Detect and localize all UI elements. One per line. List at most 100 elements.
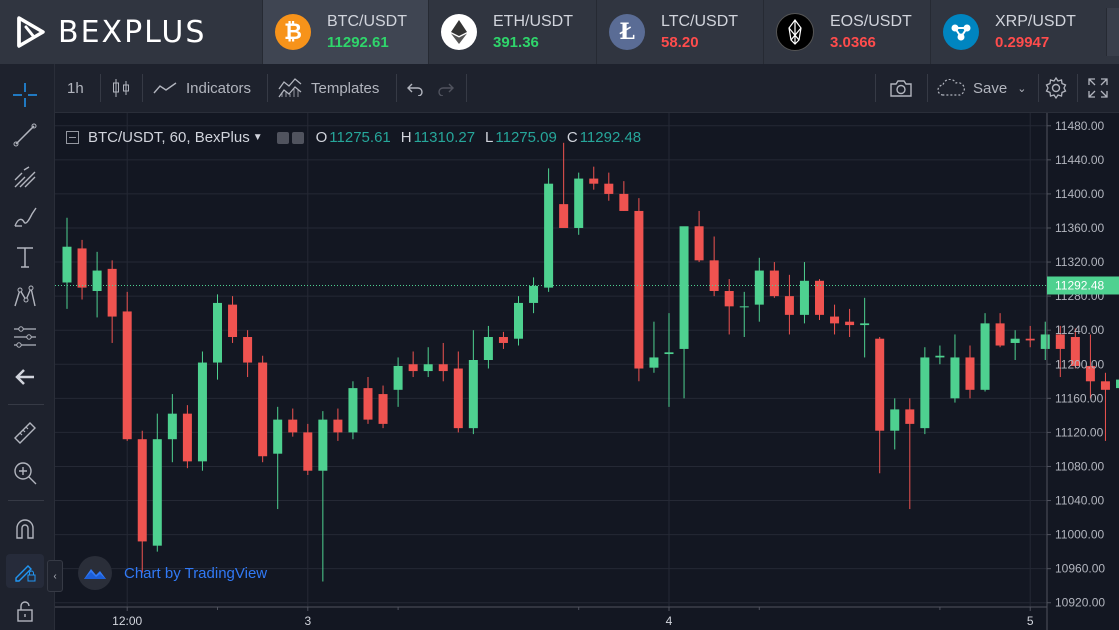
lock-drawings-icon[interactable]: [6, 554, 44, 588]
indicators-button[interactable]: Indicators: [153, 64, 251, 112]
brush-icon[interactable]: [10, 202, 40, 232]
chart-type-button[interactable]: [111, 64, 131, 112]
legend-settings-icons[interactable]: [276, 131, 304, 144]
crosshair-icon[interactable]: [10, 80, 40, 110]
candle: [483, 325, 493, 369]
legend-title[interactable]: BTC/USDT, 60, BexPlus: [88, 129, 250, 146]
divider: [875, 74, 876, 102]
eye-icon[interactable]: [276, 131, 289, 144]
ticker-ltc-usdt[interactable]: Ł LTC/USDT 58.20: [597, 0, 762, 64]
tradingview-label[interactable]: Chart by TradingView: [124, 564, 268, 582]
ticker-eos-usdt[interactable]: EOS/USDT 3.0366: [764, 0, 929, 64]
divider: [396, 74, 397, 102]
candle: [197, 351, 207, 471]
candle-body: [468, 360, 478, 429]
collapse-toolbar-button[interactable]: ‹: [47, 560, 63, 592]
candles-icon: [113, 79, 129, 97]
candle: [122, 291, 132, 441]
candle: [273, 406, 283, 510]
redo-button[interactable]: [436, 64, 456, 112]
settings-button[interactable]: [1044, 64, 1068, 112]
candle-body: [739, 306, 749, 308]
tradingview-attribution[interactable]: Chart by TradingView: [78, 556, 267, 590]
magnet-icon[interactable]: [10, 514, 40, 544]
ticker-btc-usdt[interactable]: ₿ BTC/USDT 11292.61: [263, 0, 428, 64]
interval-button[interactable]: 1h: [67, 64, 84, 112]
candle: [604, 172, 614, 201]
chart-area[interactable]: 11480.00 11440.00 11400.00 11360.00 11320.00…: [55, 113, 1119, 630]
fullscreen-icon: [1088, 78, 1108, 98]
unlock-icon[interactable]: [10, 596, 40, 626]
ruler-icon[interactable]: [10, 418, 40, 448]
candle: [589, 166, 599, 190]
legend-high-value: 11310.27: [413, 129, 476, 146]
candle: [769, 262, 779, 298]
back-arrow-icon[interactable]: [10, 362, 40, 392]
candle: [182, 405, 192, 469]
candle-body: [995, 323, 1005, 346]
candle: [980, 313, 990, 392]
candle: [333, 408, 343, 441]
zoom-in-icon[interactable]: [10, 458, 40, 488]
save-button[interactable]: Save ⌄: [936, 64, 1026, 112]
legend-close-label: C: [566, 129, 578, 146]
ticker-scroll-arrow[interactable]: [1106, 8, 1119, 56]
prediction-icon[interactable]: [10, 322, 40, 352]
undo-button[interactable]: [405, 64, 425, 112]
text-tool-icon[interactable]: [10, 242, 40, 272]
ticker-xrp-usdt[interactable]: XRP/USDT 0.29947: [931, 0, 1101, 64]
collapse-legend-icon[interactable]: [66, 131, 79, 144]
candle-body: [634, 210, 644, 369]
divider: [930, 0, 931, 64]
trend-line-icon[interactable]: [10, 120, 40, 150]
candle: [318, 411, 328, 582]
candle-body: [529, 285, 539, 303]
candle: [860, 297, 870, 358]
candle: [77, 239, 87, 300]
chart-toolbar: 1h Indicators Templates Save ⌄: [55, 64, 1119, 113]
candle-body: [273, 419, 283, 454]
screenshot-button[interactable]: [889, 64, 913, 112]
brand-logo[interactable]: BEXPLUS: [0, 0, 262, 64]
chart-legend: BTC/USDT, 60, BexPlus ▼ O 11275.61 H 11310…: [66, 129, 641, 146]
candle-body: [875, 338, 885, 431]
candle: [529, 277, 539, 314]
candle-body: [649, 357, 659, 368]
price-axis: 11480.00 11440.00 11400.00 11360.00 11320.00…: [1046, 113, 1119, 630]
divider: [763, 0, 764, 64]
pattern-icon[interactable]: [10, 282, 40, 312]
templates-button[interactable]: Templates: [278, 64, 379, 112]
candle: [920, 347, 930, 435]
gear-small-icon[interactable]: [291, 131, 304, 144]
ripple-icon: [943, 14, 979, 50]
litecoin-icon: Ł: [609, 14, 645, 50]
candle-body: [664, 352, 674, 355]
caret-down-icon[interactable]: ▼: [252, 132, 263, 143]
ticker-eth-usdt[interactable]: ETH/USDT 391.36: [429, 0, 594, 64]
candle: [634, 198, 644, 382]
candle: [799, 262, 809, 324]
time-tick-label: 4: [666, 614, 673, 628]
redo-icon: [438, 83, 454, 96]
brand-name: BEXPLUS: [58, 14, 207, 50]
candle: [167, 394, 177, 463]
candle-body: [288, 419, 298, 433]
candlestick-chart[interactable]: 11480.00 11440.00 11400.00 11360.00 11320.00…: [55, 113, 1119, 630]
candle: [875, 337, 885, 474]
candle: [137, 430, 147, 573]
candle: [815, 279, 824, 320]
ticker-price: 11292.61: [327, 33, 389, 51]
bitcoin-icon: ₿: [275, 14, 311, 50]
divider: [8, 404, 44, 405]
candle: [1070, 328, 1080, 369]
candle-body: [845, 321, 855, 326]
interval-label: 1h: [67, 79, 84, 97]
candle: [1040, 321, 1050, 360]
price-tick-label: 10960.00: [1055, 562, 1105, 576]
last-price-badge: [1047, 276, 1119, 295]
candle: [965, 345, 975, 399]
fullscreen-button[interactable]: [1087, 64, 1109, 112]
ticker-symbol: EOS/USDT: [830, 12, 912, 30]
divider: [262, 0, 263, 64]
pitchfork-icon[interactable]: [10, 162, 40, 192]
